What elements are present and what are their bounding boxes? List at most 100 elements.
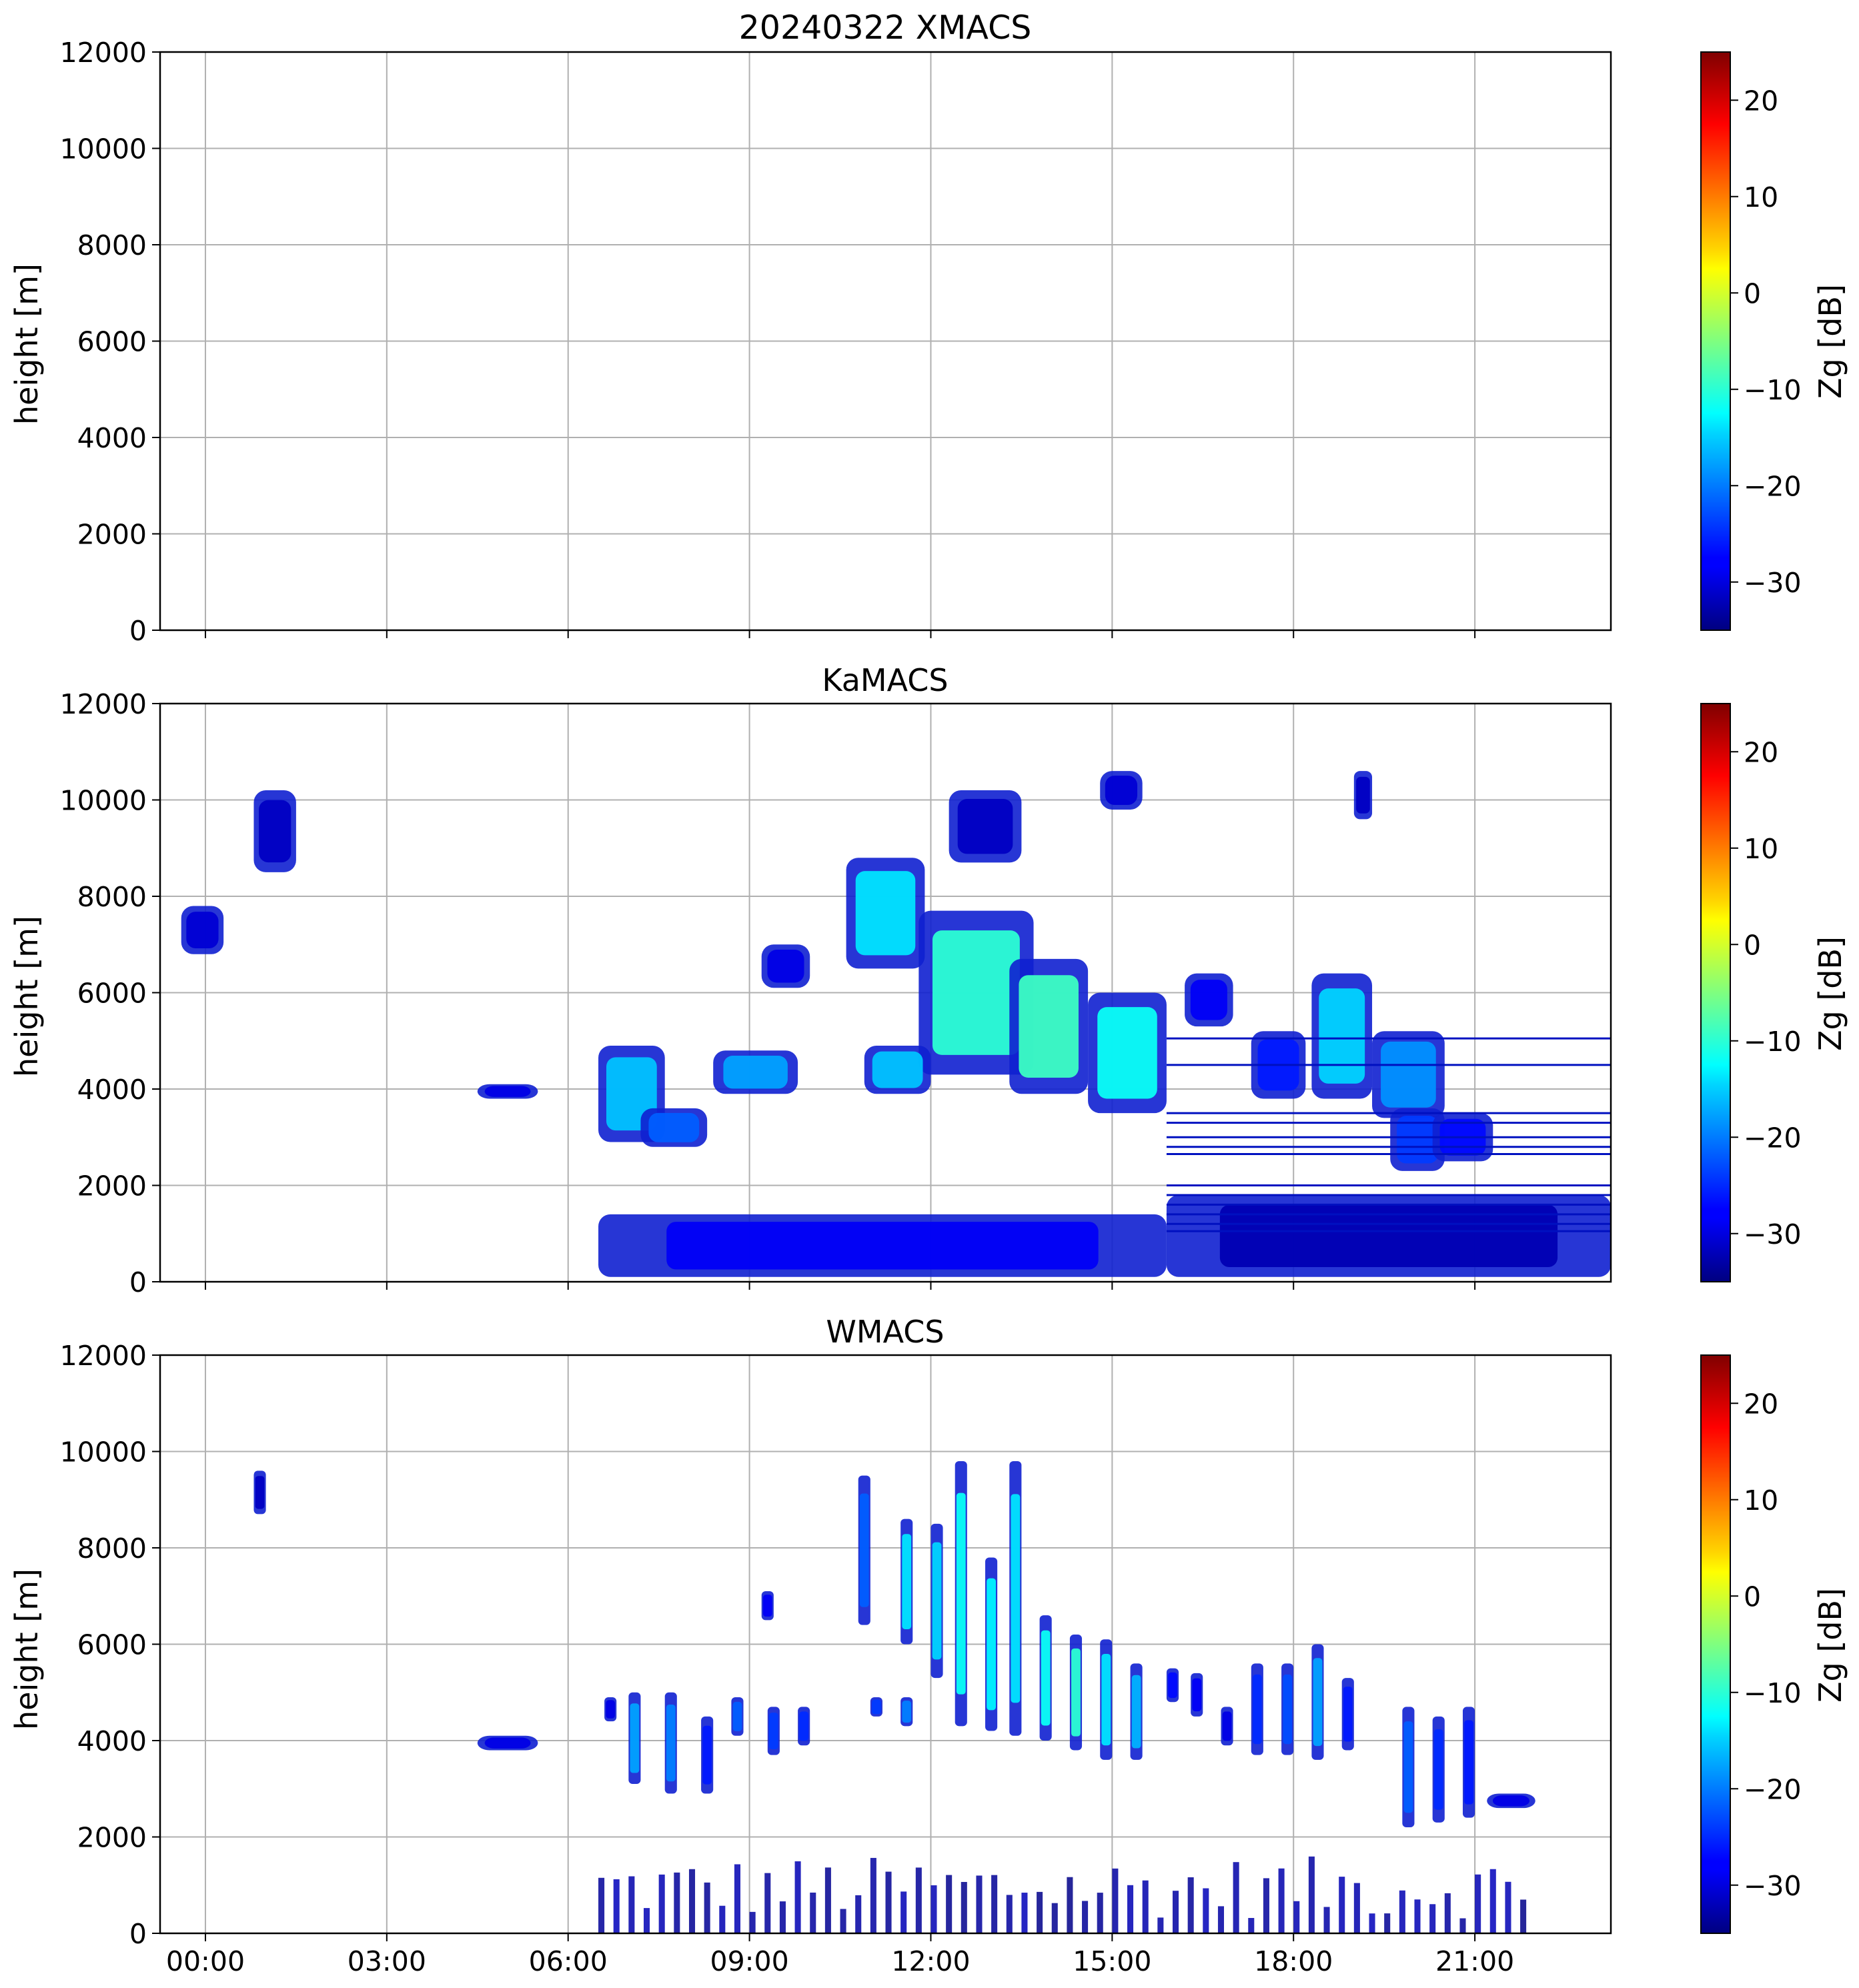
echo-region [1100, 1639, 1113, 1760]
echo-column [1097, 1893, 1103, 1933]
echo-region [1462, 1707, 1475, 1818]
echo-region-core [606, 1700, 616, 1719]
y-tick-label: 2000 [77, 519, 147, 551]
echo-region-core [1222, 1711, 1232, 1741]
y-tick-label: 8000 [77, 1533, 147, 1565]
echo-column [1308, 1856, 1315, 1933]
echo-region [1341, 1678, 1354, 1751]
echo-column [1293, 1901, 1300, 1933]
echo-column [1384, 1913, 1391, 1933]
echo-region [1487, 1793, 1535, 1809]
echo-column [1217, 1906, 1224, 1933]
echo-region [253, 790, 296, 872]
echo-region-core [872, 1051, 923, 1088]
echo-column [855, 1895, 862, 1933]
echo-region-core [933, 930, 1020, 1055]
plot-area: 0 2000 4000 6000 8000 10000 12000 [60, 37, 1612, 647]
echo-region-core [666, 1222, 1099, 1270]
echo-column [961, 1881, 967, 1933]
echo-column [1520, 1899, 1527, 1933]
y-tick-label: 6000 [77, 978, 147, 1010]
echo-column [1505, 1881, 1511, 1933]
colorbar-tick-label: −10 [1744, 374, 1802, 406]
echo-column [1489, 1869, 1496, 1933]
echo-region-core [484, 1737, 531, 1749]
echo-region-core [1319, 988, 1365, 1084]
echo-region [1185, 973, 1233, 1027]
panel-kamacs: KaMACS height [m] 0 2000 4000 6000 8000 10000… [9, 662, 1848, 1298]
echo-region [1039, 1615, 1052, 1741]
echo-column [598, 1877, 605, 1933]
colorbar-tick-label: −10 [1744, 1026, 1802, 1058]
echo-column [1459, 1918, 1466, 1933]
y-tick-label: 12000 [60, 37, 147, 69]
plot-area: 0 2000 4000 6000 8000 10000 12000 00:00 03:00 06:… [60, 1340, 1612, 1977]
echo-column [885, 1871, 892, 1933]
echo-column [1067, 1877, 1073, 1933]
echo-column [915, 1867, 922, 1933]
echo-region-core [1464, 1720, 1473, 1805]
echo-region-core [1192, 1678, 1202, 1712]
echo-region [1191, 1673, 1203, 1717]
echo-region [1166, 1668, 1179, 1703]
echo-column [991, 1875, 998, 1933]
colorbar-tick-label: −30 [1744, 1870, 1802, 1902]
colorbar-label: Zg [dB] [1812, 936, 1848, 1051]
echo-region-core [666, 1704, 676, 1782]
y-tick-label: 8000 [77, 881, 147, 913]
colorbar: 20 10 0 −10 −20 −30 Zg [dB] [1700, 1354, 1848, 1934]
echo-region-core [1168, 1672, 1177, 1699]
echo-column [1127, 1885, 1134, 1933]
echo-column [749, 1911, 756, 1933]
y-tick-label: 8000 [77, 229, 147, 261]
echo-column [900, 1891, 907, 1933]
echo-column [1369, 1913, 1375, 1933]
echo-column [1263, 1878, 1269, 1933]
panel-title: 20240322 XMACS [739, 9, 1032, 47]
echo-column [840, 1909, 846, 1933]
echo-region [864, 1045, 931, 1094]
echo-column [1037, 1891, 1043, 1933]
echo-region-core [1105, 776, 1138, 806]
colorbar-tick-label: 10 [1744, 1484, 1778, 1517]
echo-region-core [768, 1713, 778, 1750]
x-tick-label: 03:00 [348, 1945, 426, 1977]
x-tick-label: 12:00 [891, 1945, 970, 1977]
echo-region [1281, 1663, 1294, 1755]
echo-region-core [1397, 1116, 1438, 1164]
echo-region-core [1071, 1648, 1081, 1737]
echo-region-core [1019, 975, 1079, 1078]
echo-region [761, 944, 810, 988]
echo-column [810, 1892, 816, 1933]
echo-column [688, 1869, 696, 1933]
echo-region [870, 1697, 882, 1717]
colorbar-tick-label: −20 [1744, 1773, 1802, 1805]
echo-region [1251, 1663, 1263, 1755]
echo-column [1157, 1917, 1164, 1933]
echo-region-core [630, 1703, 640, 1773]
echo-region [949, 790, 1022, 863]
y-tick-label: 4000 [77, 422, 147, 454]
echo-column [1142, 1880, 1149, 1933]
echo-column [1203, 1888, 1209, 1933]
echo-region [1402, 1707, 1415, 1828]
y-tick-label: 0 [129, 1266, 147, 1298]
echo-region-core [1011, 1494, 1021, 1703]
echo-region [900, 1519, 913, 1645]
echo-region [1221, 1707, 1233, 1746]
echo-region-core [484, 1086, 531, 1097]
colorbar-tick-label: −20 [1744, 470, 1802, 502]
echo-column [1248, 1917, 1255, 1933]
echo-region-core [1356, 776, 1370, 814]
echo-column [644, 1908, 650, 1933]
echo-region-core [1219, 1204, 1558, 1268]
y-tick-label: 4000 [77, 1074, 147, 1106]
echo-column [1112, 1868, 1119, 1933]
echo-region-core [1492, 1795, 1530, 1807]
echo-region [955, 1460, 967, 1727]
echo-column [1475, 1874, 1481, 1933]
echo-region-core [1190, 980, 1227, 1020]
x-tick-label: 06:00 [529, 1945, 608, 1977]
echo-region-core [1313, 1658, 1323, 1747]
